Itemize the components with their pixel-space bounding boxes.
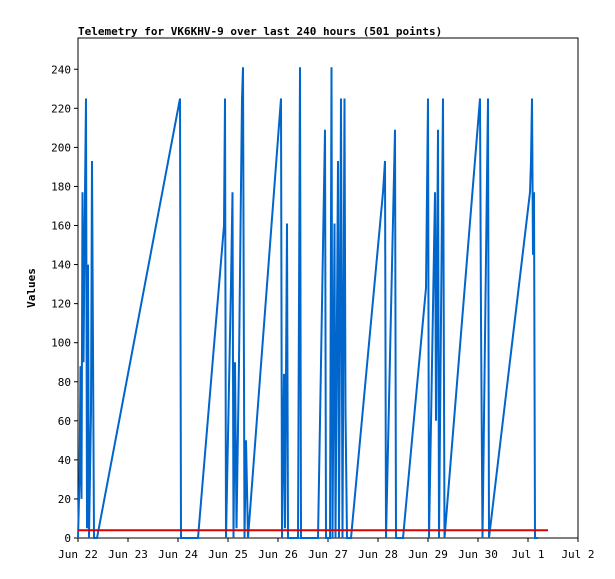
y-tick-label: 200 [51, 141, 71, 154]
x-tick-label: Jun 28 [358, 548, 398, 561]
y-tick-label: 60 [58, 415, 71, 428]
y-tick-label: 40 [58, 454, 71, 467]
chart-title: Telemetry for VK6KHV-9 over last 240 hou… [78, 25, 442, 38]
series-layer [77, 67, 548, 539]
x-tick-label: Jun 27 [308, 548, 348, 561]
y-tick-label: 160 [51, 220, 71, 233]
x-axis: Jun 22 Jun 23 Jun 24 Jun 25 Jun 26 Jun 27 Jun … [58, 538, 595, 561]
x-tick-label: Jun 30 [458, 548, 498, 561]
x-tick-label: Jun 29 [408, 548, 448, 561]
y-tick-label: 20 [58, 493, 71, 506]
x-tick-label: Jul 2 [561, 548, 594, 561]
plot-area [77, 37, 579, 539]
x-tick-label: Jun 22 [58, 548, 98, 561]
series-line-1 [77, 67, 538, 539]
y-axis: 0 20 40 60 80 100 120 140 160 180 200 220 240 [51, 63, 78, 545]
x-tick-label: Jun 25 [208, 548, 248, 561]
x-tick-label: Jun 26 [258, 548, 298, 561]
y-tick-label: 140 [51, 259, 71, 272]
y-tick-label: 80 [58, 376, 71, 389]
y-axis-label: Values [25, 268, 38, 308]
x-tick-label: Jun 23 [108, 548, 148, 561]
y-tick-label: 240 [51, 63, 71, 76]
y-tick-label: 120 [51, 298, 71, 311]
y-tick-label: 180 [51, 180, 71, 193]
x-tick-label: Jun 24 [158, 548, 198, 561]
y-tick-label: 0 [64, 532, 71, 545]
y-tick-label: 220 [51, 102, 71, 115]
y-tick-label: 100 [51, 337, 71, 350]
x-tick-label: Jul 1 [511, 548, 544, 561]
